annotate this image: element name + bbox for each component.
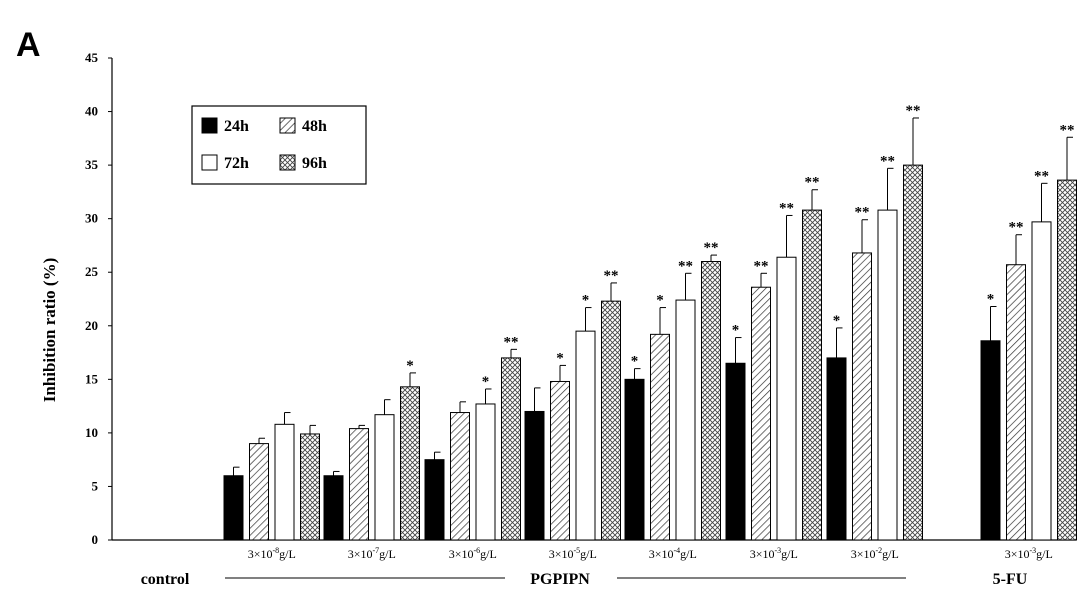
bar-24h-6	[826, 357, 847, 541]
significance-marks: ***********************************	[406, 103, 1074, 390]
bar-24h-7	[980, 340, 1001, 541]
axes: 0 5 10 15 20 25 30 35 40 45	[85, 50, 1076, 547]
bar-48h-5	[751, 286, 771, 541]
x-tick-label-6: 3×10-2g/L	[851, 546, 899, 561]
significance-mark-48h-7: **	[1009, 220, 1024, 236]
significance-mark-24h-7: *	[987, 291, 995, 307]
significance-mark-48h-5: **	[754, 258, 769, 274]
significance-mark-24h-4: *	[631, 354, 639, 370]
y-tick-label: 40	[85, 104, 98, 119]
significance-mark-72h-4: **	[678, 258, 693, 274]
bar-96h-2	[501, 357, 521, 541]
bar-72h-1	[374, 414, 395, 541]
significance-mark-24h-6: *	[833, 313, 841, 329]
bar-24h-5	[725, 362, 746, 541]
bar-72h-3	[575, 330, 596, 541]
significance-mark-72h-5: **	[779, 200, 794, 216]
y-tick-label: 45	[85, 50, 99, 65]
significance-mark-48h-4: *	[656, 293, 664, 309]
bar-24h-2	[424, 459, 445, 541]
bar-48h-1	[349, 428, 369, 541]
bar-48h-6	[852, 252, 872, 541]
legend-swatch-24h	[201, 117, 218, 134]
x-tick-label-7: 3×10-3g/L	[1005, 546, 1053, 561]
significance-mark-72h-6: **	[880, 153, 895, 169]
y-tick-label: 0	[92, 532, 99, 547]
bars	[223, 164, 1077, 541]
significance-mark-24h-5: *	[732, 323, 740, 339]
bar-96h-1	[400, 386, 420, 541]
significance-mark-72h-3: *	[582, 293, 590, 309]
significance-mark-96h-3: **	[604, 268, 619, 284]
group-labels: control PGPIPN 5-FU	[141, 571, 1028, 588]
bar-72h-7	[1031, 221, 1052, 541]
bar-96h-3	[601, 300, 621, 541]
bar-24h-3	[524, 410, 545, 541]
bar-72h-2	[475, 403, 496, 541]
error-bars	[233, 117, 1073, 476]
x-tick-label-5: 3×10-3g/L	[750, 546, 798, 561]
significance-mark-96h-2: **	[504, 334, 519, 350]
group-label-0: control	[141, 571, 190, 588]
legend-swatch-48h	[279, 117, 296, 134]
bar-24h-0	[223, 475, 244, 541]
legend-box	[191, 105, 367, 185]
bar-96h-6	[903, 164, 923, 541]
significance-mark-96h-7: **	[1060, 122, 1075, 138]
legend-swatch-96h	[279, 154, 296, 171]
panel-label: A	[16, 26, 41, 64]
bar-72h-5	[776, 256, 797, 541]
bar-48h-3	[550, 380, 570, 541]
bar-72h-4	[675, 299, 696, 541]
x-tick-labels: 3×10-8g/L 3×10-7g/L 3×10-6g/L 3×10-5g/L 3×10…	[248, 546, 1053, 561]
y-tick-label: 10	[85, 425, 98, 440]
significance-mark-96h-5: **	[805, 175, 820, 191]
bar-48h-0	[249, 443, 269, 541]
significance-mark-96h-4: **	[704, 240, 719, 256]
x-tick-label-0: 3×10-8g/L	[248, 546, 296, 561]
significance-mark-96h-1: *	[406, 358, 414, 374]
y-tick-label: 25	[85, 264, 99, 279]
significance-mark-48h-3: *	[556, 350, 564, 366]
legend-swatch-72h	[201, 154, 218, 171]
bar-24h-1	[323, 475, 344, 541]
bar-96h-7	[1057, 179, 1077, 541]
legend-label-96h: 96h	[302, 155, 327, 172]
legend-label-24h: 24h	[224, 118, 249, 135]
bar-48h-4	[650, 333, 670, 541]
y-tick-label: 20	[85, 318, 98, 333]
legend-label-48h: 48h	[302, 118, 327, 135]
bar-72h-0	[274, 423, 295, 541]
legend: 24h 48h 72h 96h	[191, 105, 367, 185]
significance-mark-48h-6: **	[855, 205, 870, 221]
x-tick-label-4: 3×10-4g/L	[649, 546, 697, 561]
x-tick-label-2: 3×10-6g/L	[449, 546, 497, 561]
significance-mark-72h-2: *	[482, 374, 490, 390]
y-tick-label: 35	[85, 157, 99, 172]
group-label-1: PGPIPN	[530, 571, 590, 588]
bar-48h-2	[450, 412, 470, 541]
bar-48h-7	[1006, 264, 1026, 541]
bar-96h-5	[802, 209, 822, 541]
bar-96h-4	[701, 261, 721, 541]
significance-mark-72h-7: **	[1034, 168, 1049, 184]
y-tick-label: 15	[85, 371, 99, 386]
y-tick-label: 5	[92, 478, 99, 493]
group-label-2: 5-FU	[993, 571, 1028, 588]
significance-mark-96h-6: **	[906, 103, 921, 119]
y-tick-label: 30	[85, 211, 98, 226]
x-tick-label-3: 3×10-5g/L	[549, 546, 597, 561]
legend-label-72h: 72h	[224, 155, 249, 172]
bar-96h-0	[300, 433, 320, 541]
bar-72h-6	[877, 209, 898, 541]
x-tick-label-1: 3×10-7g/L	[348, 546, 396, 561]
bar-24h-4	[624, 378, 645, 541]
y-axis-label: Inhibition ratio (%)	[40, 258, 59, 403]
